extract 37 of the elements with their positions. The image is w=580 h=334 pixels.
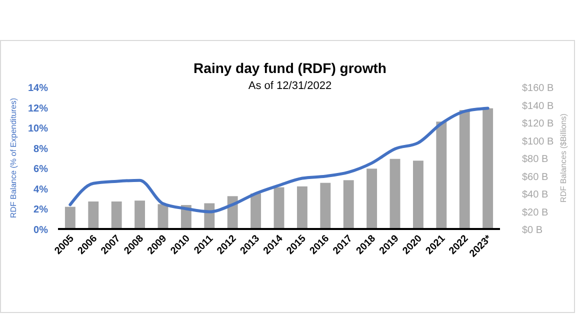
y-tick-label: 8% [34, 144, 48, 155]
y2-axis-title: RDF Balances ($Billions) [559, 113, 568, 202]
bar [436, 122, 447, 229]
y-tick-label: 2% [34, 204, 48, 216]
y2-tick-label: $20 B [522, 207, 548, 218]
bar [111, 201, 122, 229]
y-tick-label: 10% [28, 124, 48, 135]
y2-tick-label: $40 B [522, 190, 548, 200]
bar [320, 182, 331, 229]
y2-tick-label: $60 B [522, 172, 548, 183]
chart-subtitle: As of 12/31/2022 [248, 80, 332, 92]
y-axis-title: RDF Balance (% of Expenditures) [9, 98, 18, 218]
y2-tick-label: $120 B [522, 118, 554, 130]
bar [88, 201, 99, 229]
bar [482, 108, 494, 229]
bar [459, 110, 470, 229]
bar [296, 186, 308, 229]
y-tick-label: 14% [28, 83, 48, 94]
y-tick-label: 4% [34, 184, 48, 196]
line-series [68, 106, 490, 214]
y2-tick-label: $100 B [522, 136, 554, 148]
bar [343, 180, 354, 229]
chart-title: Rainy day fund (RDF) growth [194, 60, 386, 76]
bar [390, 158, 400, 229]
y2-tick-label: $160 B [522, 83, 554, 94]
bar [134, 200, 146, 229]
y-tick-label: 6% [34, 164, 48, 176]
y2-tick-label: $140 B [522, 100, 554, 112]
y-tick-label: 12% [28, 103, 48, 114]
bar [64, 206, 76, 229]
y2-tick-label: $0 B [522, 225, 543, 236]
y-tick-label: 0% [34, 225, 48, 236]
y2-tick-label: $80 B [522, 154, 548, 165]
bar [250, 194, 262, 229]
bar [412, 160, 424, 229]
bar [366, 168, 378, 229]
bar [274, 187, 284, 229]
